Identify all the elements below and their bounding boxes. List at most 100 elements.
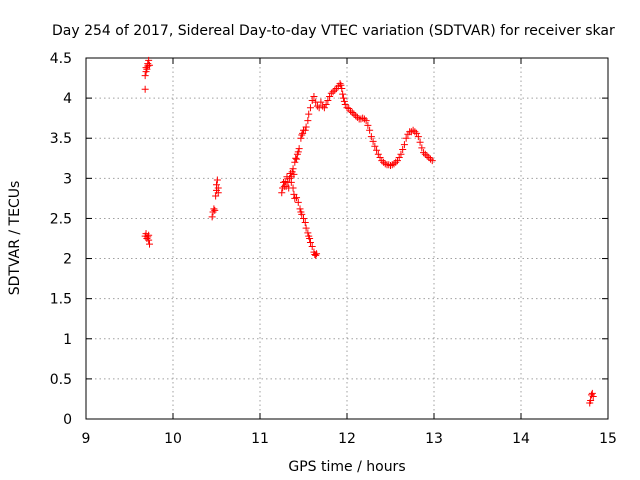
data-point <box>292 154 300 162</box>
data-point <box>340 97 348 105</box>
x-tick-label: 9 <box>82 431 91 447</box>
data-point <box>143 235 151 242</box>
data-point <box>209 208 217 216</box>
data-point <box>366 126 374 134</box>
data-point <box>213 181 220 189</box>
data-point <box>310 93 318 101</box>
data-point <box>392 158 400 166</box>
data-point <box>296 205 304 213</box>
data-point <box>413 129 421 137</box>
data-point <box>289 184 297 192</box>
data-point <box>141 72 149 80</box>
data-point <box>402 134 410 142</box>
data-point <box>362 117 370 125</box>
data-point <box>589 393 597 401</box>
data-point <box>308 97 316 105</box>
data-point <box>322 101 330 109</box>
y-tick-label: 1 <box>63 332 72 348</box>
data-point <box>291 158 299 166</box>
data-point <box>210 205 218 213</box>
data-point <box>324 97 332 105</box>
data-point <box>329 88 337 96</box>
data-point <box>214 189 222 197</box>
data-point <box>306 235 314 242</box>
data-point <box>395 153 403 161</box>
data-point <box>143 65 151 73</box>
data-point <box>346 107 354 115</box>
data-point <box>146 240 154 248</box>
data-point <box>343 104 351 112</box>
data-point <box>327 89 335 97</box>
x-tick-label: 12 <box>338 431 356 447</box>
data-point <box>141 85 149 93</box>
data-point <box>208 213 216 221</box>
data-point <box>289 165 297 173</box>
y-tick-label: 3.5 <box>50 131 72 147</box>
y-tick-label: 4.5 <box>50 51 72 67</box>
data-point <box>337 81 345 89</box>
data-point <box>312 251 320 259</box>
data-point <box>360 115 368 123</box>
data-point <box>298 131 306 139</box>
y-tick-label: 0.5 <box>50 372 72 388</box>
data-point <box>308 243 316 251</box>
y-tick-label: 4 <box>63 91 72 107</box>
data-point <box>300 214 307 222</box>
data-point <box>298 210 306 218</box>
data-point <box>588 389 596 397</box>
data-point <box>393 157 401 165</box>
data-point <box>326 93 334 101</box>
x-tick-label: 13 <box>425 431 443 447</box>
data-point <box>352 112 360 120</box>
y-tick-label: 0 <box>63 412 72 428</box>
data-point <box>302 224 310 232</box>
data-point <box>301 126 309 134</box>
data-point <box>278 189 286 197</box>
data-point <box>304 229 312 237</box>
data-point <box>381 160 389 168</box>
data-point <box>423 152 431 160</box>
data-point <box>409 126 417 134</box>
data-point <box>317 98 325 106</box>
data-point <box>350 110 358 118</box>
data-point <box>340 94 348 102</box>
data-points <box>141 56 597 407</box>
data-point <box>293 194 301 202</box>
data-point <box>213 176 221 184</box>
data-point <box>293 155 301 163</box>
data-point <box>291 194 299 202</box>
data-point <box>367 133 375 141</box>
data-point <box>400 141 408 149</box>
data-point <box>313 250 321 258</box>
data-point <box>371 142 379 150</box>
data-point <box>295 145 303 153</box>
data-point <box>418 144 426 152</box>
data-point <box>369 137 377 145</box>
data-point <box>353 113 361 121</box>
data-point <box>279 184 287 192</box>
data-point <box>341 101 349 109</box>
data-point <box>397 150 405 158</box>
y-tick-label: 3 <box>63 171 72 187</box>
data-point <box>304 117 312 125</box>
data-point <box>339 90 347 98</box>
data-point <box>144 60 152 68</box>
data-point <box>294 198 302 206</box>
data-point <box>348 109 356 117</box>
data-point <box>338 84 346 92</box>
data-point <box>211 206 219 214</box>
data-point <box>290 170 298 178</box>
x-tick-label: 15 <box>599 431 617 447</box>
data-point <box>411 128 419 136</box>
data-point <box>425 153 433 161</box>
data-point <box>287 178 295 186</box>
data-point <box>305 110 313 118</box>
data-point <box>587 397 595 405</box>
data-point <box>311 251 319 259</box>
data-point <box>416 138 424 146</box>
data-point <box>428 157 436 165</box>
data-point <box>145 231 153 239</box>
data-point <box>364 121 372 129</box>
data-point <box>414 133 422 141</box>
